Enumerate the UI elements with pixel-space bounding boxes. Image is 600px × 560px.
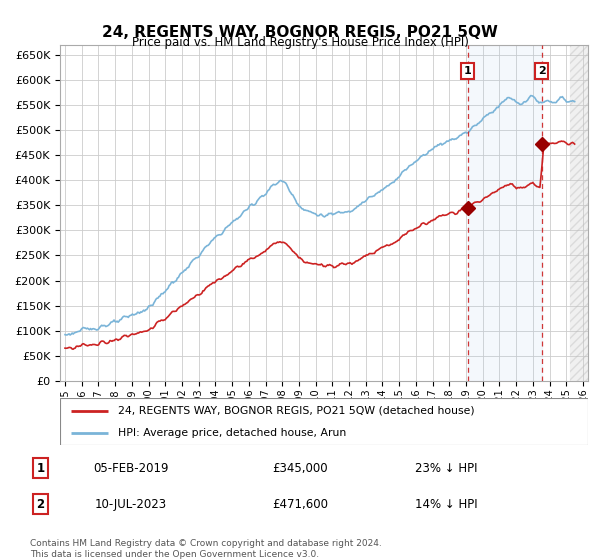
Text: 23% ↓ HPI: 23% ↓ HPI — [415, 461, 478, 474]
Text: 2: 2 — [538, 66, 545, 76]
FancyBboxPatch shape — [60, 398, 588, 445]
Text: 10-JUL-2023: 10-JUL-2023 — [95, 498, 167, 511]
Text: 24, REGENTS WAY, BOGNOR REGIS, PO21 5QW: 24, REGENTS WAY, BOGNOR REGIS, PO21 5QW — [102, 25, 498, 40]
Text: 1: 1 — [464, 66, 472, 76]
Text: HPI: Average price, detached house, Arun: HPI: Average price, detached house, Arun — [118, 428, 346, 438]
Text: 2: 2 — [37, 498, 44, 511]
Text: £345,000: £345,000 — [272, 461, 328, 474]
Text: 1: 1 — [37, 461, 44, 474]
Text: Price paid vs. HM Land Registry's House Price Index (HPI): Price paid vs. HM Land Registry's House … — [131, 36, 469, 49]
Bar — [569, 45, 588, 381]
Text: 14% ↓ HPI: 14% ↓ HPI — [415, 498, 478, 511]
Bar — [569, 45, 588, 381]
Text: Contains HM Land Registry data © Crown copyright and database right 2024.
This d: Contains HM Land Registry data © Crown c… — [30, 539, 382, 559]
Text: 05-FEB-2019: 05-FEB-2019 — [93, 461, 169, 474]
Bar — [467, 45, 542, 381]
Text: 24, REGENTS WAY, BOGNOR REGIS, PO21 5QW (detached house): 24, REGENTS WAY, BOGNOR REGIS, PO21 5QW … — [118, 406, 475, 416]
Text: £471,600: £471,600 — [272, 498, 328, 511]
